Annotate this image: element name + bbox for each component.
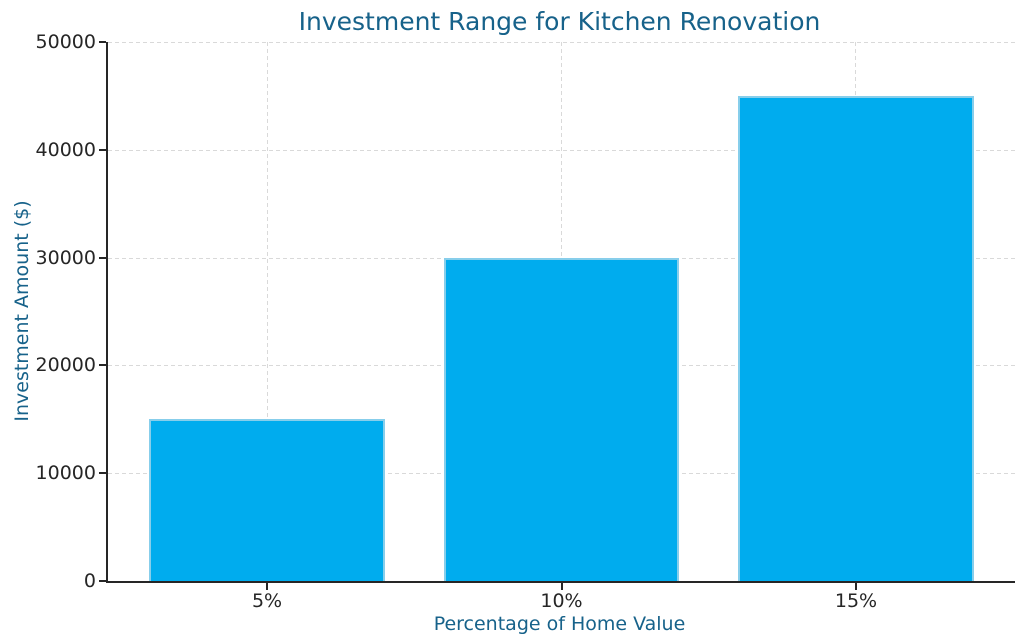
y-tick-label: 20000 [35, 354, 96, 377]
y-tick-mark [99, 364, 106, 367]
y-tick-mark [99, 41, 106, 43]
y-tick-label: 50000 [35, 31, 96, 53]
x-gridline [266, 42, 268, 581]
x-tick-mark [266, 583, 269, 590]
y-tick-label: 10000 [35, 462, 96, 485]
x-tick-mark [560, 583, 563, 590]
plot-area: 0 10000 20000 30000 40000 50000 5% 10% 15% [36, 31, 1015, 612]
y-tick-label: 0 [83, 570, 96, 592]
y-tick-mark [99, 256, 106, 259]
y-tick-label: 30000 [35, 246, 96, 269]
x-tick-label: 10% [540, 590, 583, 612]
y-tick-mark [99, 580, 106, 582]
y-tick-mark [99, 472, 106, 475]
bar [149, 419, 385, 581]
x-axis-label: Percentage of Home Value [433, 613, 686, 635]
x-tick-mark [854, 583, 857, 590]
bar [738, 95, 974, 581]
y-axis-label: Investment Amount ($) [11, 200, 33, 422]
x-tick-label: 15% [834, 590, 878, 612]
x-tick-label: 5% [251, 590, 283, 612]
bar [443, 257, 680, 581]
y-tick-label: 40000 [35, 138, 96, 161]
y-tick-mark [99, 148, 106, 151]
chart-title: Investment Range for Kitchen Renovation [298, 7, 821, 36]
